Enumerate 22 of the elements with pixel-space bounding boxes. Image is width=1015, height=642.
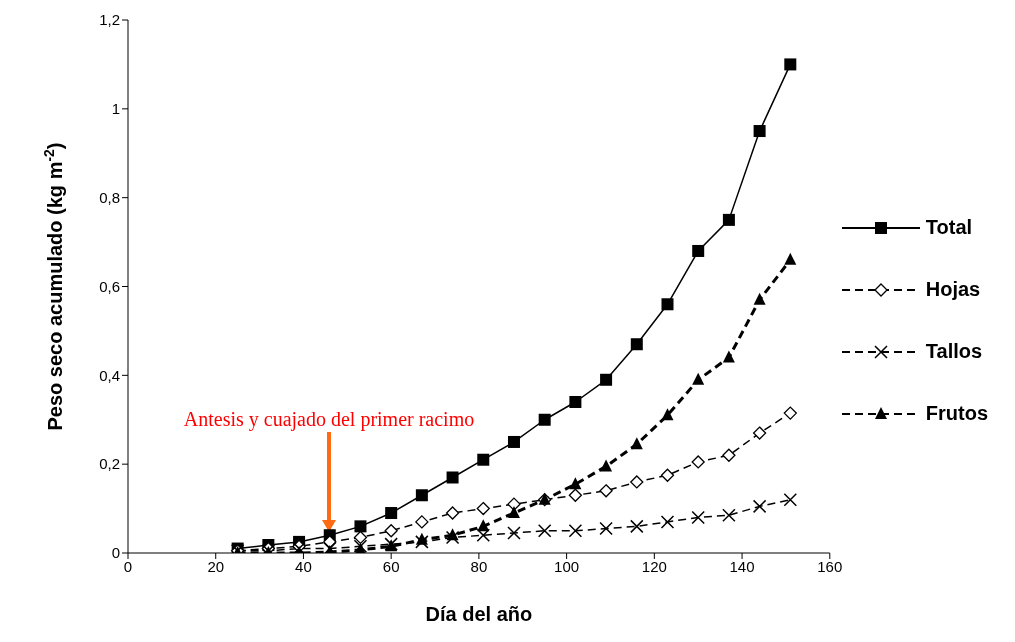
y-tick-label: 0,8 bbox=[99, 188, 120, 206]
x-tick-label: 20 bbox=[207, 557, 225, 575]
y-tick-label: 0 bbox=[111, 544, 120, 562]
y-tick-label: 1 bbox=[111, 100, 120, 118]
x-tick-label: 140 bbox=[729, 557, 755, 575]
legend-label: Frutos bbox=[925, 402, 988, 425]
y-tick-label: 0,2 bbox=[99, 455, 120, 473]
legend-label: Hojas bbox=[925, 278, 981, 301]
x-tick-label: 0 bbox=[123, 557, 133, 575]
x-tick-label: 60 bbox=[382, 557, 400, 575]
legend-label: Total bbox=[925, 216, 973, 239]
y-tick-label: 0,6 bbox=[99, 277, 120, 295]
legend-label: Tallos bbox=[925, 340, 983, 363]
x-tick-label: 40 bbox=[295, 557, 312, 575]
x-axis-title: Día del año bbox=[425, 603, 533, 625]
y-tick-label: 1,2 bbox=[99, 11, 120, 29]
x-tick-label: 120 bbox=[641, 557, 667, 575]
y-tick-label: 0,4 bbox=[99, 366, 120, 384]
annotation: Antesis y cuajado del primer racimo bbox=[183, 408, 475, 431]
x-tick-label: 160 bbox=[817, 557, 843, 575]
x-tick-label: 100 bbox=[554, 557, 580, 575]
x-tick-label: 80 bbox=[470, 557, 488, 575]
